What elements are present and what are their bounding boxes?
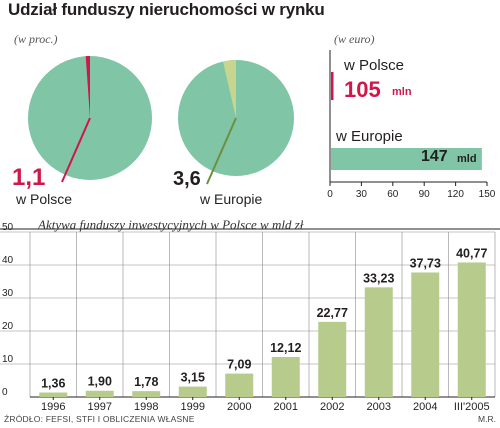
vbar-group: 0 10 20 30 40 50 1,36 1996 1,90 1997 1,78 1998 3,15 1… [0, 222, 500, 413]
bar-value-label: 1,90 [88, 375, 112, 389]
chart-title: Aktywa funduszy inwestycyjnych w Polsce … [38, 217, 304, 232]
hbar-x-tick-label: 90 [419, 189, 431, 200]
bar-value-label: 33,23 [363, 271, 394, 285]
hbar-poland-label: w Polsce [344, 57, 405, 74]
pie-poland-wedge [85, 56, 90, 118]
pie-poland-value: 1,1 [12, 164, 46, 191]
hbar-x-tick-label: 60 [387, 189, 399, 200]
pie-unit-label: (w proc.) [14, 32, 58, 46]
pie-poland-leader [61, 117, 91, 183]
bar [85, 390, 114, 397]
y-tick-label: 0 [2, 387, 8, 398]
y-tick-label: 30 [2, 288, 14, 299]
bar-unit-label: (w euro) [328, 32, 381, 46]
hbar-group: 0 30 60 90 120 150 [327, 50, 496, 200]
author-initials: M.R. [478, 414, 496, 424]
hbar-x-tick-label: 150 [479, 189, 496, 200]
bar [411, 272, 440, 397]
source-note: ŹRÓDŁO: FEFSI, STFI I OBLICZENIA WŁASNE [4, 414, 195, 424]
hbar-europe [331, 148, 482, 170]
hbar-europe-label: w Europie [336, 128, 403, 145]
bar [225, 373, 254, 397]
bar-value-label: 1,36 [41, 377, 65, 391]
hbar-x-tick-label: 0 [327, 189, 333, 200]
bar-value-label: 37,73 [410, 256, 441, 270]
x-tick-label: 1997 [88, 401, 112, 413]
hbar-x-tick-label: 120 [447, 189, 464, 200]
pie-europe-wedge [222, 60, 236, 118]
x-tick-label: 1998 [134, 401, 158, 413]
pie-europe-label: w Europie [200, 191, 263, 207]
hbar-x-tick-label: 30 [356, 189, 368, 200]
y-tick-label: 50 [2, 222, 14, 233]
bar-value-label: 3,15 [181, 371, 205, 385]
x-tick-label: 1999 [181, 401, 205, 413]
x-tick-label: 2001 [274, 401, 298, 413]
hbar-europe-unit: mld [457, 153, 477, 165]
main-title: Udział funduszy nieruchomości w rynku [8, 0, 325, 19]
x-tick-label: III'2005 [454, 401, 490, 413]
bar-value-label: 12,12 [270, 341, 301, 355]
bar [318, 321, 347, 397]
x-tick-label: 2000 [227, 401, 251, 413]
y-tick-label: 20 [2, 321, 14, 332]
pie-europe-leader [206, 117, 237, 185]
bar [457, 262, 486, 397]
x-tick-label: 2002 [320, 401, 344, 413]
bar [364, 287, 393, 397]
bar [132, 391, 161, 397]
y-tick-label: 40 [2, 255, 14, 266]
bar-value-label: 22,77 [317, 306, 348, 320]
y-tick-label: 10 [2, 354, 14, 365]
pies-group [28, 56, 294, 185]
bar-value-label: 7,09 [227, 358, 251, 372]
hbar-poland-unit: mln [392, 86, 412, 98]
bar-value-label: 40,77 [456, 246, 487, 260]
x-tick-label: 1996 [41, 401, 65, 413]
x-tick-label: 2003 [367, 401, 391, 413]
hbar-europe-value: 147 [421, 148, 448, 165]
bar [178, 386, 207, 397]
bar [271, 357, 300, 397]
x-tick-label: 2004 [413, 401, 437, 413]
hbar-poland-value: 105 [344, 77, 381, 102]
hbar-poland [331, 72, 334, 100]
bar [39, 392, 68, 397]
bar-value-label: 1,78 [134, 375, 158, 389]
pie-poland-label: w Polsce [16, 191, 73, 207]
pie-europe-value: 3,6 [173, 168, 201, 190]
